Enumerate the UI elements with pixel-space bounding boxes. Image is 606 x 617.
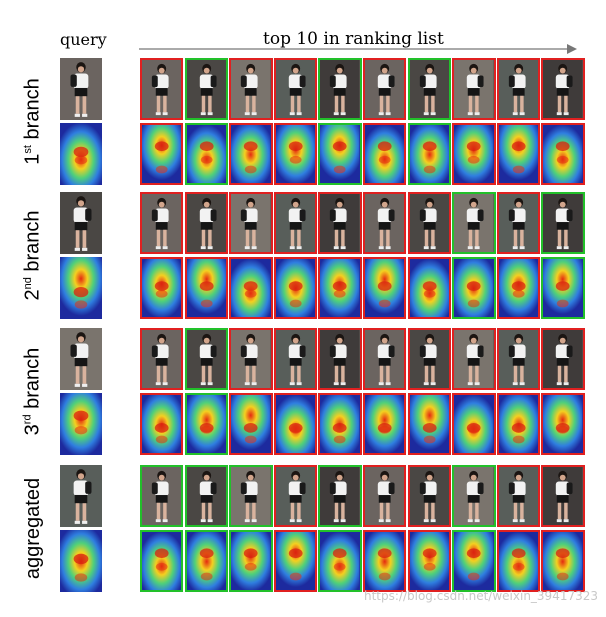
ranked-image	[318, 328, 362, 390]
ranked-heatmap	[140, 393, 184, 455]
ranked-heatmap	[452, 257, 496, 319]
ranked-heatmap	[184, 530, 228, 592]
ranked-heatmap	[229, 530, 273, 592]
ranked-heatmap	[363, 393, 407, 455]
ranked-heatmap	[273, 530, 318, 592]
query-image	[60, 328, 102, 390]
ranked-heatmap	[184, 123, 228, 185]
query-image	[60, 58, 102, 120]
branch-label: 2nd branch	[21, 210, 44, 301]
ranked-heatmap	[318, 530, 362, 592]
ranked-heatmap	[273, 393, 318, 455]
ranked-heatmap	[452, 123, 496, 185]
ranked-image	[363, 192, 407, 254]
ranked-heatmap	[229, 123, 273, 185]
ranked-heatmap	[541, 530, 585, 592]
ranked-heatmap	[541, 257, 585, 319]
ranked-heatmap	[496, 530, 541, 592]
ranked-image	[496, 328, 541, 390]
ranked-heatmap	[452, 393, 496, 455]
ranked-heatmap	[541, 123, 585, 185]
ranked-image	[363, 465, 407, 527]
ranked-heatmap	[140, 123, 184, 185]
ranked-heatmap	[496, 393, 541, 455]
ranked-image	[273, 328, 318, 390]
ranked-image	[496, 192, 541, 254]
ranked-heatmap	[140, 530, 184, 592]
ranked-heatmap	[140, 257, 184, 319]
query-image	[60, 192, 102, 254]
ranked-image	[184, 465, 228, 527]
ranked-heatmap	[184, 393, 228, 455]
query-heatmap	[60, 123, 102, 185]
ranked-image	[541, 465, 585, 527]
ranked-image	[229, 192, 273, 254]
ranked-image	[318, 465, 362, 527]
branch-label: 3rd branch	[21, 347, 44, 436]
ranked-image	[363, 328, 407, 390]
ranked-image	[140, 58, 184, 120]
ranked-heatmap	[363, 123, 407, 185]
ranked-image	[318, 192, 362, 254]
ranked-heatmap	[363, 257, 407, 319]
ranked-heatmap	[407, 393, 451, 455]
ranked-image	[407, 465, 451, 527]
ranked-heatmap	[541, 393, 585, 455]
ranked-image	[229, 465, 273, 527]
query-heatmap	[60, 257, 102, 319]
watermark: https://blog.csdn.net/weixin_39417323	[363, 589, 598, 603]
ranked-image	[184, 192, 228, 254]
ranked-image	[452, 328, 496, 390]
ranked-image	[541, 192, 585, 254]
ranked-image	[140, 465, 184, 527]
ranked-heatmap	[229, 393, 273, 455]
ranked-image	[140, 328, 184, 390]
ranked-image	[184, 328, 228, 390]
query-heatmap	[60, 530, 102, 592]
ranked-heatmap	[273, 123, 318, 185]
ranked-image	[318, 58, 362, 120]
ranked-heatmap	[318, 257, 362, 319]
ranked-image	[140, 192, 184, 254]
ranked-image	[496, 465, 541, 527]
ranked-image	[407, 58, 451, 120]
query-column-header: query	[60, 30, 107, 49]
ranked-heatmap	[318, 123, 362, 185]
ranked-heatmap	[496, 257, 541, 319]
ranked-image	[229, 328, 273, 390]
ranked-heatmap	[184, 257, 228, 319]
branch-label: 1st branch	[21, 78, 44, 165]
ranked-heatmap	[273, 257, 318, 319]
ranked-heatmap	[318, 393, 362, 455]
ranking-header: top 10 in ranking list	[263, 29, 444, 49]
ranked-image	[541, 58, 585, 120]
ranked-heatmap	[407, 530, 451, 592]
ranked-image	[452, 58, 496, 120]
query-heatmap	[60, 393, 102, 455]
ranked-image	[452, 465, 496, 527]
ranked-image	[407, 192, 451, 254]
query-image	[60, 465, 102, 527]
ranking-arrow-icon	[139, 44, 577, 54]
ranked-heatmap	[363, 530, 407, 592]
ranked-image	[541, 328, 585, 390]
ranked-heatmap	[229, 257, 273, 319]
ranked-heatmap	[407, 257, 451, 319]
ranked-image	[363, 58, 407, 120]
ranked-image	[407, 328, 451, 390]
ranked-image	[273, 465, 318, 527]
ranked-image	[273, 192, 318, 254]
ranked-image	[184, 58, 228, 120]
ranked-image	[273, 58, 318, 120]
ranked-heatmap	[452, 530, 496, 592]
ranked-image	[452, 192, 496, 254]
ranked-image	[496, 58, 541, 120]
ranked-heatmap	[496, 123, 541, 185]
ranked-heatmap	[407, 123, 451, 185]
branch-label: aggregated	[21, 477, 44, 580]
ranked-image	[229, 58, 273, 120]
